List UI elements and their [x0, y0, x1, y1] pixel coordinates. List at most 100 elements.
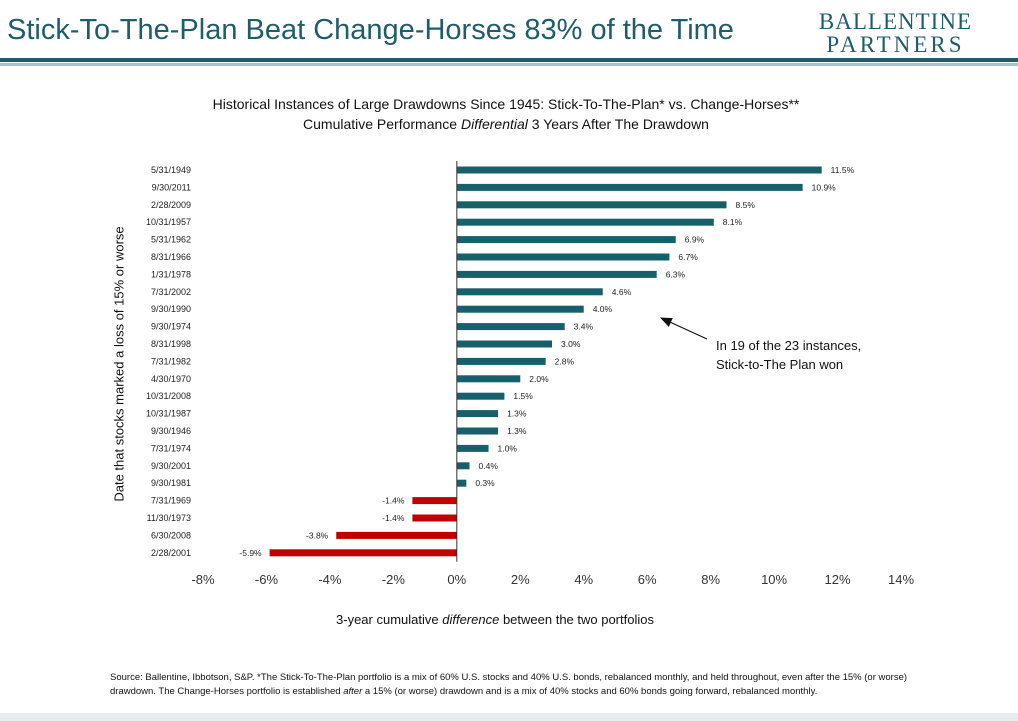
x-tick-label-8: 6%	[638, 572, 657, 587]
annotation-arrow	[659, 317, 708, 340]
data-label-4: 8.1%	[723, 217, 743, 227]
data-label-7: 6.3%	[666, 269, 686, 279]
bar-20	[412, 497, 457, 505]
data-label-18: 0.4%	[479, 461, 499, 471]
data-label-17: 1.0%	[498, 443, 518, 453]
category-label-4: 10/31/1957	[146, 217, 191, 227]
bar-7	[456, 270, 657, 278]
category-label-19: 9/30/1981	[151, 478, 191, 488]
category-label-23: 2/28/2001	[151, 548, 191, 558]
chart-title-emphasis: Differential	[460, 116, 528, 132]
category-label-21: 11/30/1973	[147, 513, 191, 523]
chart-annotation: In 19 of the 23 instances, Stick-to-The …	[716, 336, 861, 374]
annotation-line-1: In 19 of the 23 instances,	[716, 338, 862, 353]
data-label-22: -3.8%	[306, 530, 329, 540]
data-label-23: -5.9%	[239, 548, 262, 558]
data-label-20: -1.4%	[382, 496, 405, 506]
category-label-20: 7/31/1969	[151, 496, 191, 506]
category-label-8: 7/31/2002	[151, 287, 191, 297]
bar-12	[456, 357, 546, 365]
footer-bar	[0, 713, 1018, 721]
bar-11	[456, 340, 552, 348]
footnote-emphasis: after	[343, 686, 363, 697]
category-label-11: 8/31/1998	[151, 339, 191, 349]
bar-1	[456, 166, 822, 174]
category-label-5: 5/31/1962	[151, 235, 191, 245]
x-tick-label-11: 12%	[825, 572, 851, 587]
page-title: Stick-To-The-Plan Beat Change-Horses 83%…	[7, 14, 734, 46]
bar-16	[456, 427, 499, 435]
x-tick-label-4: -2%	[382, 572, 406, 587]
footnote-text-start: Source: Ballentine, Ibbotson, S&P. *The …	[110, 672, 908, 697]
bar-10	[456, 323, 565, 331]
category-label-6: 8/31/1966	[151, 252, 191, 262]
data-label-9: 4.0%	[593, 304, 613, 314]
chart-title-line-2-end: 3 Years After The Drawdown	[527, 116, 709, 132]
x-tick-label-10: 10%	[761, 572, 787, 587]
logo-line-1: BALLENTINE	[818, 9, 972, 34]
category-label-12: 7/31/1982	[151, 356, 191, 366]
bar-14	[456, 392, 505, 400]
footnote-text-end: a 15% (or worse) drawdown and is a mix o…	[362, 686, 818, 697]
category-label-1: 5/31/1949	[151, 165, 191, 175]
x-axis-label: 3-year cumulative difference between the…	[0, 612, 990, 627]
category-label-22: 6/30/2008	[151, 530, 191, 540]
bar-4	[456, 218, 714, 226]
data-label-1: 11.5%	[831, 165, 855, 175]
x-tick-label-1: -8%	[191, 572, 215, 587]
category-label-9: 9/30/1990	[151, 304, 191, 314]
category-label-15: 10/31/1987	[146, 409, 191, 419]
data-label-13: 2.0%	[529, 374, 549, 384]
x-axis-label-end: between the two portfolios	[499, 612, 654, 627]
bar-19	[456, 479, 467, 487]
bar-9	[456, 305, 584, 313]
x-tick-label-2: -6%	[255, 572, 279, 587]
annotation-line-2: Stick-to-The Plan won	[716, 357, 844, 372]
data-label-11: 3.0%	[561, 339, 581, 349]
bar-21	[412, 514, 457, 522]
data-label-16: 1.3%	[507, 426, 527, 436]
bar-3	[456, 201, 727, 209]
data-label-3: 8.5%	[736, 200, 756, 210]
data-label-6: 6.7%	[678, 252, 698, 262]
bar-chart: 5/31/1949 11.5% 9/30/2011 10.9% 2/28/2009 8.5…	[146, 161, 914, 587]
data-label-15: 1.3%	[507, 409, 527, 419]
bar-15	[456, 410, 499, 418]
category-label-16: 9/30/1946	[151, 426, 191, 436]
category-label-2: 9/30/2011	[152, 182, 191, 192]
category-label-17: 7/31/1974	[151, 443, 191, 453]
data-label-10: 3.4%	[574, 322, 594, 332]
ballentine-partners-logo: BALLENTINE PARTNERS	[819, 10, 972, 56]
x-tick-label-12: 14%	[888, 572, 914, 587]
x-tick-label-5: 0%	[447, 572, 466, 587]
logo-line-2: PARTNERS	[826, 32, 965, 57]
category-label-7: 1/31/1978	[151, 269, 191, 279]
data-label-8: 4.6%	[612, 287, 632, 297]
data-label-19: 0.3%	[475, 478, 495, 488]
bar-6	[456, 253, 670, 261]
x-tick-label-9: 8%	[701, 572, 720, 587]
bar-23	[269, 549, 457, 557]
x-tick-label-3: -4%	[318, 572, 342, 587]
footnote: Source: Ballentine, Ibbotson, S&P. *The …	[110, 671, 940, 699]
data-label-5: 6.9%	[685, 235, 705, 245]
bar-17	[456, 444, 489, 452]
data-label-2: 10.9%	[812, 182, 837, 192]
bar-5	[456, 236, 676, 244]
data-label-14: 1.5%	[513, 391, 533, 401]
category-label-10: 9/30/1974	[151, 322, 191, 332]
bar-8	[456, 288, 603, 296]
chart-title-line-1: Historical Instances of Large Drawdowns …	[212, 96, 800, 112]
category-label-14: 10/31/2008	[146, 391, 191, 401]
chart-title-line-2: Cumulative Performance Differential 3 Ye…	[0, 114, 1012, 134]
x-axis-label-emphasis: difference	[442, 612, 500, 627]
category-label-13: 4/30/1970	[151, 374, 191, 384]
category-label-18: 9/30/2001	[151, 461, 191, 471]
data-label-21: -1.4%	[382, 513, 405, 523]
bar-2	[456, 183, 803, 191]
data-label-12: 2.8%	[555, 356, 575, 366]
header-divider-light	[0, 63, 1018, 66]
chart-title-line-2-start: Cumulative Performance	[303, 116, 461, 132]
chart-title: Historical Instances of Large Drawdowns …	[0, 94, 1012, 134]
bar-18	[456, 462, 470, 470]
